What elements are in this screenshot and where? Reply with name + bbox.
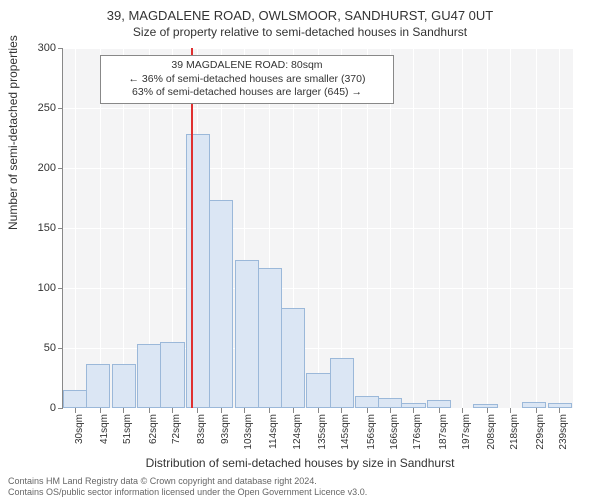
xtick-mark	[390, 408, 391, 413]
footer-line2: Contains OS/public sector information li…	[8, 487, 367, 498]
xtick-mark	[123, 408, 124, 413]
chart-container: 39, MAGDALENE ROAD, OWLSMOOR, SANDHURST,…	[0, 0, 600, 500]
annotation-line1: 39 MAGDALENE ROAD: 80sqm	[107, 59, 387, 73]
grid-line-v	[510, 48, 511, 408]
histogram-bar	[522, 402, 546, 408]
xtick-mark	[341, 408, 342, 413]
histogram-bar	[401, 403, 425, 408]
ytick-label: 100	[16, 282, 56, 294]
histogram-bar	[186, 134, 210, 408]
histogram-bar	[330, 358, 354, 408]
chart-title-main: 39, MAGDALENE ROAD, OWLSMOOR, SANDHURST,…	[0, 0, 600, 23]
ytick-mark	[58, 408, 63, 409]
histogram-bar	[137, 344, 161, 408]
histogram-bar	[281, 308, 305, 408]
ytick-label: 150	[16, 222, 56, 234]
histogram-bar	[258, 268, 282, 408]
xtick-mark	[75, 408, 76, 413]
xtick-mark	[269, 408, 270, 413]
grid-line-v	[536, 48, 537, 408]
histogram-bar	[209, 200, 233, 408]
histogram-bar	[473, 404, 497, 408]
xtick-mark	[439, 408, 440, 413]
grid-line-v	[559, 48, 560, 408]
histogram-bar	[548, 403, 572, 408]
xtick-mark	[318, 408, 319, 413]
ytick-label: 50	[16, 342, 56, 354]
xtick-mark	[536, 408, 537, 413]
ytick-label: 300	[16, 42, 56, 54]
xtick-mark	[172, 408, 173, 413]
ytick-label: 250	[16, 102, 56, 114]
grid-line-v	[75, 48, 76, 408]
footer-line1: Contains HM Land Registry data © Crown c…	[8, 476, 367, 487]
annotation-line3: 63% of semi-detached houses are larger (…	[107, 86, 387, 100]
annotation-box: 39 MAGDALENE ROAD: 80sqm ← 36% of semi-d…	[100, 55, 394, 104]
ytick-label: 0	[16, 402, 56, 414]
xtick-mark	[487, 408, 488, 413]
histogram-bar	[112, 364, 136, 408]
xtick-mark	[367, 408, 368, 413]
grid-line-v	[462, 48, 463, 408]
xtick-mark	[510, 408, 511, 413]
histogram-bar	[63, 390, 87, 408]
histogram-bar	[160, 342, 184, 408]
y-axis-label: Number of semi-detached properties	[6, 35, 20, 230]
xtick-mark	[559, 408, 560, 413]
xtick-mark	[149, 408, 150, 413]
xtick-mark	[462, 408, 463, 413]
histogram-bar	[355, 396, 379, 408]
ytick-mark	[58, 168, 63, 169]
xtick-mark	[197, 408, 198, 413]
xtick-mark	[221, 408, 222, 413]
histogram-bar	[86, 364, 110, 408]
histogram-bar	[427, 400, 451, 408]
annotation-line2: ← 36% of semi-detached houses are smalle…	[107, 73, 387, 87]
histogram-bar	[235, 260, 259, 408]
xtick-mark	[293, 408, 294, 413]
xtick-mark	[244, 408, 245, 413]
ytick-mark	[58, 348, 63, 349]
x-axis-label: Distribution of semi-detached houses by …	[0, 456, 600, 470]
ytick-label: 200	[16, 162, 56, 174]
chart-title-sub: Size of property relative to semi-detach…	[0, 23, 600, 39]
histogram-bar	[378, 398, 402, 408]
grid-line-v	[487, 48, 488, 408]
ytick-mark	[58, 288, 63, 289]
footer-attribution: Contains HM Land Registry data © Crown c…	[8, 476, 367, 498]
grid-line-v	[439, 48, 440, 408]
xtick-mark	[413, 408, 414, 413]
ytick-mark	[58, 48, 63, 49]
ytick-mark	[58, 228, 63, 229]
histogram-bar	[306, 373, 330, 408]
xtick-mark	[100, 408, 101, 413]
ytick-mark	[58, 108, 63, 109]
grid-line-v	[413, 48, 414, 408]
